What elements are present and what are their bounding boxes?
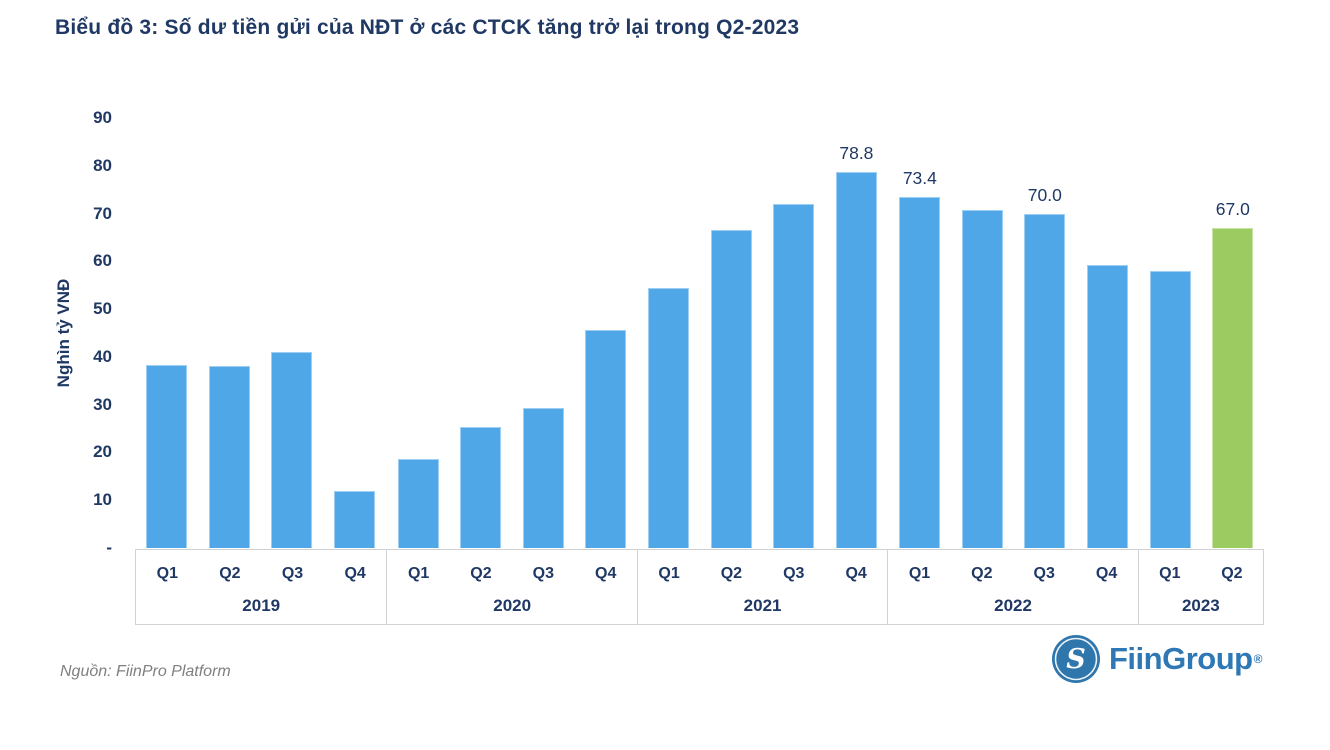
x-axis-quarter-label-2021-Q4: Q4 bbox=[845, 565, 867, 582]
bar-slot-2020-Q4 bbox=[574, 118, 636, 548]
svg-text:S: S bbox=[1066, 644, 1086, 675]
y-tick-label: 90 bbox=[93, 108, 112, 127]
bar-slot-2019-Q1 bbox=[135, 118, 198, 548]
y-tick-label: 40 bbox=[93, 346, 112, 366]
x-axis-year-label-2020: 2020 bbox=[493, 596, 532, 615]
x-axis-year-label-2023: 2023 bbox=[1181, 596, 1220, 615]
bar-value-label-2022-Q3: 70.0 bbox=[1027, 184, 1062, 205]
bar-slot-2023-Q1 bbox=[1140, 118, 1202, 548]
bar-slot-2020-Q3 bbox=[512, 118, 574, 548]
bar-2019-Q1 bbox=[145, 364, 187, 548]
bar-group-2023: 67.0 bbox=[1139, 118, 1264, 548]
x-axis-quarter-label-2023-Q1: Q1 bbox=[1159, 565, 1181, 582]
bar-2021-Q4 bbox=[835, 171, 877, 548]
quarter-row-2021: Q1 Q2 Q3 Q4 bbox=[638, 550, 887, 592]
x-axis-quarter-label-2021-Q2: Q2 bbox=[720, 565, 743, 582]
x-axis-group-2019: Q1 Q2 Q3 Q4 2019 bbox=[136, 550, 386, 624]
bar-2021-Q2 bbox=[710, 230, 752, 548]
quarter-row-2023: Q1 Q2 bbox=[1139, 550, 1263, 592]
bar-2020-Q3 bbox=[522, 407, 564, 548]
bar-slot-2023-Q2: 67.0 bbox=[1202, 118, 1264, 548]
bar-2021-Q1 bbox=[648, 287, 690, 548]
y-axis: 90 80 70 60 50 40 30 20 10 - bbox=[60, 108, 112, 557]
x-axis-quarter-label-2022-Q3: Q3 bbox=[1033, 565, 1055, 582]
x-axis-group-2020: Q1 Q2 Q3 Q4 2020 bbox=[386, 550, 636, 624]
x-axis-quarter-label-2020-Q1: Q1 bbox=[407, 565, 430, 582]
y-tick-label: 60 bbox=[93, 251, 112, 271]
x-axis-quarter-label-2020-Q4: Q4 bbox=[595, 565, 617, 582]
x-axis-year-label-2019: 2019 bbox=[242, 596, 281, 615]
bar-slot-2019-Q3 bbox=[260, 118, 323, 548]
bar-slot-2020-Q1 bbox=[387, 118, 449, 548]
bar-slot-2021-Q4: 78.8 bbox=[825, 118, 887, 548]
fiingroup-logo-icon: S bbox=[1052, 635, 1100, 683]
bar-slot-2021-Q2 bbox=[700, 118, 762, 548]
y-tick-label: 50 bbox=[93, 299, 112, 319]
bar-group-2020 bbox=[386, 118, 637, 548]
bar-slot-2020-Q2 bbox=[449, 118, 511, 548]
y-tick-label: 70 bbox=[93, 203, 112, 223]
bar-2020-Q4 bbox=[585, 330, 627, 548]
bar-2022-Q4 bbox=[1086, 265, 1128, 548]
quarter-row-2022: Q1 Q2 Q3 Q4 bbox=[888, 550, 1137, 592]
x-axis-quarter-label-2022-Q1: Q1 bbox=[908, 565, 931, 582]
x-axis-group-2022: Q1 Q2 Q3 Q4 2022 bbox=[887, 550, 1137, 624]
bar-slot-2019-Q4 bbox=[323, 118, 386, 548]
bar-slot-2022-Q3: 70.0 bbox=[1014, 118, 1076, 548]
x-axis-quarter-label-2022-Q4: Q4 bbox=[1095, 565, 1118, 582]
bar-slot-2022-Q4 bbox=[1076, 118, 1138, 548]
registered-mark: ® bbox=[1253, 652, 1263, 666]
bar-value-label-2023-Q2: 67.0 bbox=[1215, 198, 1250, 219]
bar-2019-Q2 bbox=[208, 366, 250, 548]
bar-2022-Q2 bbox=[961, 209, 1003, 548]
bar-2020-Q2 bbox=[460, 426, 502, 548]
bar-group-2022: 73.4 70.0 bbox=[888, 118, 1139, 548]
x-axis-quarter-label-2019-Q3: Q3 bbox=[281, 565, 304, 582]
bar-group-2019 bbox=[135, 118, 386, 548]
y-tick-label: 10 bbox=[93, 490, 112, 510]
bar-2019-Q3 bbox=[271, 352, 313, 548]
x-axis-quarter-label-2021-Q3: Q3 bbox=[783, 565, 805, 582]
quarter-row-2020: Q1 Q2 Q3 Q4 bbox=[387, 550, 636, 592]
fiingroup-logo: S FiinGroup ® bbox=[1051, 634, 1262, 684]
bar-slot-2019-Q2 bbox=[198, 118, 261, 548]
bar-slot-2022-Q1: 73.4 bbox=[889, 118, 951, 548]
x-axis-quarter-label-2019-Q1: Q1 bbox=[156, 565, 178, 582]
fiingroup-logo-text: FiinGroup bbox=[1109, 641, 1253, 676]
bar-2022-Q3 bbox=[1024, 213, 1066, 548]
y-tick-label: 30 bbox=[93, 394, 112, 414]
bar-2020-Q1 bbox=[397, 459, 439, 548]
bar-2021-Q3 bbox=[773, 204, 815, 548]
x-axis-group-2021: Q1 Q2 Q3 Q4 2021 bbox=[636, 550, 887, 624]
quarter-row-2019: Q1 Q2 Q3 Q4 bbox=[136, 550, 386, 592]
bar-slot-2021-Q1 bbox=[638, 118, 700, 548]
y-tick-label: 80 bbox=[93, 155, 112, 175]
bar-group-2021: 78.8 bbox=[637, 118, 888, 548]
y-tick-label: 20 bbox=[93, 442, 112, 462]
bar-2019-Q4 bbox=[334, 490, 376, 548]
bar-2022-Q1 bbox=[899, 197, 941, 548]
bar-slot-2021-Q3 bbox=[763, 118, 825, 548]
chart-title: Biểu đồ 3: Số dư tiền gửi của NĐT ở các … bbox=[55, 16, 800, 39]
bar-slot-2022-Q2 bbox=[951, 118, 1013, 548]
x-axis-quarter-label-2022-Q2: Q2 bbox=[971, 565, 993, 582]
x-axis-quarter-label-2019-Q4: Q4 bbox=[344, 565, 366, 582]
x-axis-quarter-label-2023-Q2: Q2 bbox=[1221, 565, 1243, 582]
y-tick-label: - bbox=[106, 538, 112, 557]
bar-value-label-2021-Q4: 78.8 bbox=[839, 142, 874, 163]
x-axis: Q1 Q2 Q3 Q4 2019 Q1 Q2 Q3 Q4 2020 Q1 Q2 Q3 Q4 2021 Q1 Q2… bbox=[135, 549, 1264, 625]
plot-area: 78.8 73.4 70.0 67.0 bbox=[135, 118, 1264, 548]
x-axis-group-2023: Q1 Q2 2023 bbox=[1137, 550, 1263, 624]
x-axis-quarter-label-2020-Q3: Q3 bbox=[532, 565, 554, 582]
source-note: Nguồn: FiinPro Platform bbox=[60, 663, 231, 680]
x-axis-quarter-label-2019-Q2: Q2 bbox=[219, 565, 241, 582]
x-axis-year-label-2022: 2022 bbox=[994, 596, 1032, 615]
bar-value-label-2022-Q1: 73.4 bbox=[902, 168, 937, 189]
x-axis-quarter-label-2021-Q1: Q1 bbox=[658, 565, 680, 582]
bar-2023-Q1 bbox=[1150, 270, 1192, 548]
x-axis-quarter-label-2020-Q2: Q2 bbox=[470, 565, 492, 582]
x-axis-year-label-2021: 2021 bbox=[743, 596, 782, 615]
bar-2023-Q2 bbox=[1212, 227, 1254, 548]
